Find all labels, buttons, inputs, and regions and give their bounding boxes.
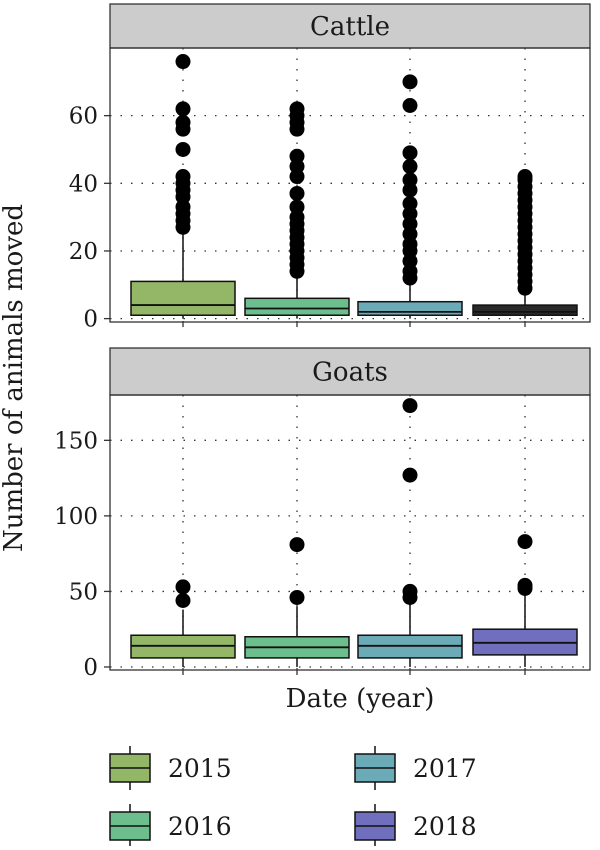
legend-item-2017: 2017 [354,746,477,790]
outlier-point [175,141,191,157]
y-tick-label: 20 [69,239,98,265]
box-2018 [472,169,578,319]
box-iqr [244,297,350,316]
panel-strip [109,3,591,49]
outlier-point [289,101,305,117]
box-2017 [357,398,463,667]
box-2018 [472,534,578,667]
outlier-point [402,196,418,212]
panel-border [109,47,591,323]
outlier-point [402,158,418,174]
y-tick-label: 150 [54,428,98,454]
y-tick-label: 0 [83,655,98,681]
box-iqr [357,300,463,316]
outlier-point [289,537,305,553]
outlier-point [402,74,418,90]
outlier-point [402,467,418,483]
box-iqr [130,280,236,316]
panel-title: Goats [312,358,388,388]
box-2016 [244,101,350,319]
outlier-point [402,98,418,114]
outlier-point [517,577,533,593]
outlier-point [289,589,305,605]
outlier-point [175,592,191,608]
y-tick-label: 50 [69,579,98,605]
outlier-point [175,169,191,185]
outlier-point [175,114,191,130]
outlier-point [289,148,305,164]
box-2015 [130,579,236,667]
legend: 2015 2016 2017 2018 [109,746,477,848]
legend-label: 2015 [168,754,232,783]
outlier-point [289,199,305,215]
legend-item-2018: 2018 [354,804,477,848]
legend-label: 2017 [413,754,477,783]
y-tick-label: 100 [54,504,98,530]
x-axis-label: Date (year) [286,684,435,714]
panels-layer: Cattle 0 20 40 60 Goats 0 50 100 150 [54,3,591,681]
legend-item-2016: 2016 [109,804,232,848]
box-2017 [357,74,463,319]
outlier-point [175,579,191,595]
box-iqr [472,304,578,316]
outlier-point [175,101,191,117]
y-tick-label: 60 [69,104,98,130]
legend-label: 2018 [413,812,477,841]
outlier-point [517,534,533,550]
y-tick-label: 0 [83,307,98,333]
panel-title: Cattle [310,12,390,42]
outlier-point [175,54,191,70]
outlier-point [402,398,418,414]
y-axis-label: Number of animals moved [0,204,29,552]
box-2016 [244,537,350,667]
outlier-point [402,145,418,161]
y-tick-label: 40 [69,171,98,197]
legend-item-2015: 2015 [109,746,232,790]
panel-goats: Goats 0 50 100 150 [54,347,591,681]
panel-strip [109,347,591,396]
legend-label: 2016 [168,812,232,841]
outlier-point [289,185,305,201]
panel-cattle: Cattle 0 20 40 60 [69,3,591,333]
outlier-point [517,169,533,185]
outlier-point [402,172,418,188]
panel-border [109,394,591,671]
outlier-point [402,583,418,599]
box-2015 [130,54,236,319]
